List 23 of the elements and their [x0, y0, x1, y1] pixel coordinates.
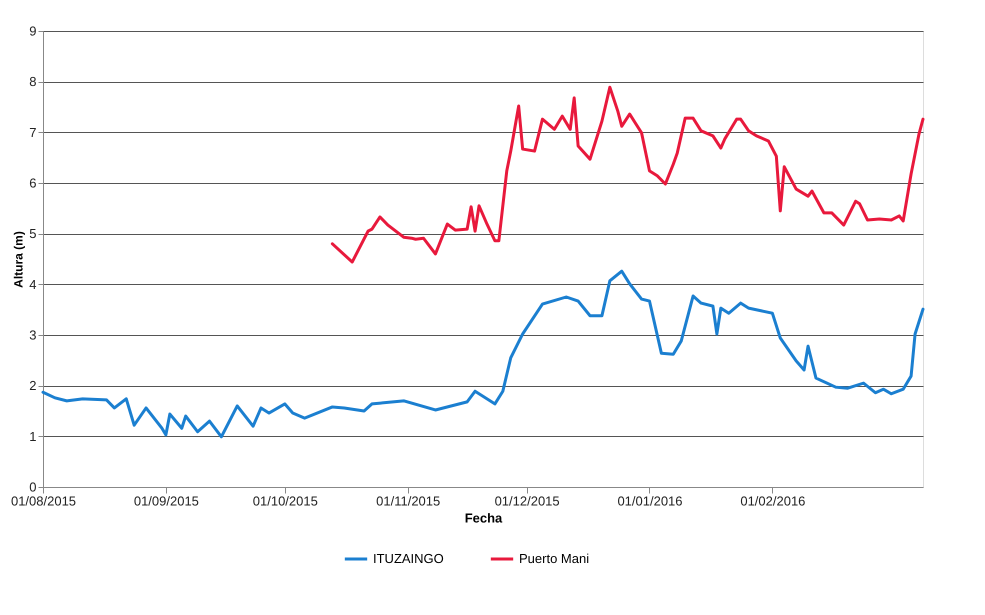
x-tick-label: 01/11/2015 [376, 494, 440, 508]
line-series [330, 86, 924, 264]
legend-label: Puerto Mani [519, 551, 590, 566]
x-tick-label: 01/02/2016 [740, 494, 806, 508]
y-tick-label: 6 [29, 176, 36, 190]
x-tick-label: 01/12/2015 [494, 494, 560, 508]
y-tick-label: 4 [29, 276, 36, 292]
y-tick-label: 8 [29, 74, 36, 90]
y-tick-label: 3 [29, 328, 36, 342]
x-tick-label: 01/08/2015 [10, 494, 76, 508]
x-tick-label: 01/09/2015 [134, 494, 199, 508]
x-tick-label: 01/01/2016 [617, 494, 683, 508]
legend-label: ITUZAINGO [373, 551, 444, 566]
y-tick-label: 1 [29, 428, 36, 444]
x-axis-title: Fecha [464, 510, 504, 526]
y-axis-title: Altura (m) [11, 231, 26, 288]
y-tick-label: 5 [29, 226, 36, 242]
y-tick-label: 7 [29, 124, 36, 140]
line-series [42, 270, 924, 438]
y-tick-label: 0 [29, 480, 36, 494]
y-tick-label: 2 [29, 378, 36, 394]
y-tick-label: 9 [29, 24, 36, 38]
x-tick-label: 01/10/2015 [252, 494, 318, 508]
